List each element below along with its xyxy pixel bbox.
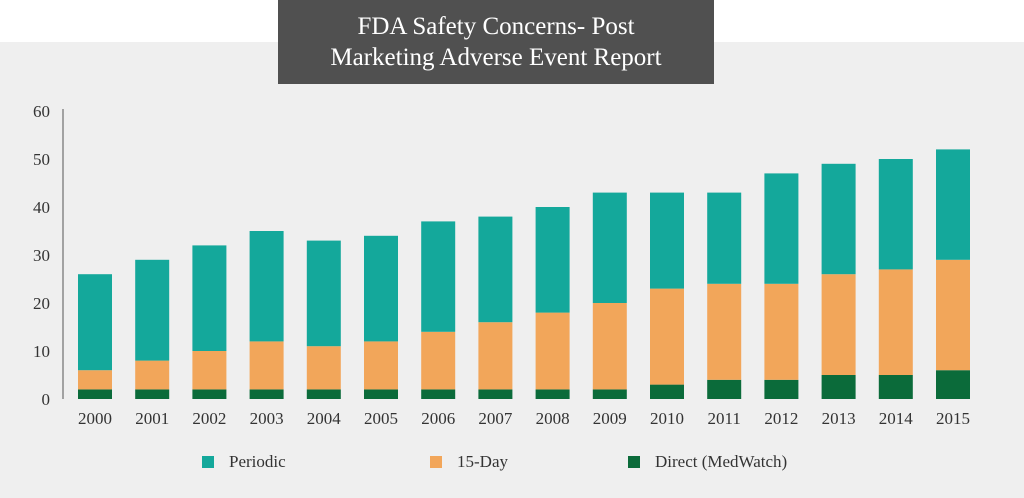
legend-label-periodic: Periodic	[229, 452, 286, 471]
bar-segment-direct-medwatch-2015	[936, 370, 970, 399]
bar-segment-15-day-2012	[764, 283, 799, 380]
bar-segment-periodic-2012	[764, 173, 799, 284]
bar-segment-periodic-2011	[707, 192, 742, 284]
bar-segment-periodic-2002	[192, 245, 227, 351]
bar-segment-15-day-2002	[192, 351, 227, 390]
x-tick-label: 2012	[764, 409, 798, 428]
bar-segment-direct-medwatch-2000	[78, 389, 112, 399]
bar-segment-direct-medwatch-2010	[650, 384, 684, 399]
bar-segment-direct-medwatch-2005	[364, 389, 398, 399]
bar-segment-15-day-2007	[478, 322, 513, 390]
bar-segment-15-day-2014	[878, 269, 913, 375]
legend-swatch-periodic	[202, 456, 214, 468]
bar-segment-direct-medwatch-2006	[421, 389, 456, 399]
bar-segment-15-day-2015	[936, 259, 970, 371]
bar-segment-direct-medwatch-2009	[592, 389, 627, 399]
legend-label-direct-medwatch: Direct (MedWatch)	[655, 452, 787, 471]
x-tick-label: 2006	[421, 409, 455, 428]
legend-swatch-direct-medwatch	[628, 456, 640, 468]
bar-segment-periodic-2000	[78, 274, 112, 371]
bar-segment-periodic-2001	[135, 259, 170, 361]
bar-segment-periodic-2013	[821, 163, 856, 275]
x-tick-label: 2005	[364, 409, 398, 428]
y-axis: 0 10 20 30 40 50 60	[33, 102, 64, 409]
bar-segment-periodic-2010	[650, 192, 684, 289]
bar-segment-direct-medwatch-2004	[306, 389, 341, 399]
bar-segment-direct-medwatch-2011	[707, 379, 742, 399]
bar-segment-15-day-2013	[821, 274, 856, 375]
x-axis-labels: 2000 2001 2002 2003 2004 2005 2006 2007 2008 2009…	[78, 409, 970, 428]
bar-segment-periodic-2005	[364, 235, 398, 342]
bar-segment-15-day-2003	[249, 341, 284, 390]
bar-segment-15-day-2004	[306, 346, 341, 390]
bar-segment-15-day-2009	[592, 303, 627, 390]
y-tick-label: 40	[33, 198, 50, 217]
x-tick-label: 2013	[822, 409, 856, 428]
bar-segment-periodic-2003	[249, 231, 284, 342]
bar-segment-direct-medwatch-2008	[535, 389, 570, 399]
bar-segment-direct-medwatch-2002	[192, 389, 227, 399]
x-tick-label: 2004	[307, 409, 342, 428]
y-tick-label: 60	[33, 102, 50, 121]
x-tick-label: 2010	[650, 409, 684, 428]
y-tick-label: 10	[33, 342, 50, 361]
bar-segment-direct-medwatch-2007	[478, 389, 513, 399]
bar-segment-direct-medwatch-2012	[764, 379, 799, 399]
x-tick-label: 2000	[78, 409, 112, 428]
bars	[78, 149, 970, 399]
x-tick-label: 2015	[936, 409, 970, 428]
y-tick-label: 0	[42, 390, 51, 409]
bar-segment-periodic-2006	[421, 221, 456, 332]
bar-segment-15-day-2008	[535, 312, 570, 390]
bar-segment-15-day-2006	[421, 331, 456, 390]
y-tick-label: 30	[33, 246, 50, 265]
bar-segment-periodic-2008	[535, 207, 570, 313]
chart-title: FDA Safety Concerns- Post Marketing Adve…	[278, 0, 714, 84]
legend-label-15-day: 15-Day	[457, 452, 508, 471]
x-tick-label: 2002	[192, 409, 226, 428]
bar-segment-15-day-2000	[78, 370, 112, 390]
y-tick-label: 50	[33, 150, 50, 169]
bar-segment-direct-medwatch-2014	[878, 375, 913, 399]
x-tick-label: 2007	[478, 409, 513, 428]
legend-swatch-15-day	[430, 456, 442, 468]
bar-segment-periodic-2015	[936, 149, 970, 260]
bar-segment-periodic-2004	[306, 240, 341, 347]
bar-segment-direct-medwatch-2013	[821, 375, 856, 399]
bar-segment-direct-medwatch-2003	[249, 389, 284, 399]
x-tick-label: 2011	[708, 409, 741, 428]
x-tick-label: 2009	[593, 409, 627, 428]
x-tick-label: 2001	[135, 409, 169, 428]
x-tick-label: 2014	[879, 409, 914, 428]
chart-title-line-1: FDA Safety Concerns- Post	[357, 13, 635, 40]
bar-segment-periodic-2007	[478, 216, 513, 323]
chart-title-line-2: Marketing Adverse Event Report	[330, 44, 662, 71]
x-tick-label: 2003	[250, 409, 284, 428]
legend: Periodic 15-Day Direct (MedWatch)	[202, 452, 787, 471]
bar-segment-periodic-2009	[592, 192, 627, 303]
x-tick-label: 2008	[536, 409, 570, 428]
bar-segment-15-day-2010	[650, 288, 684, 385]
bar-segment-15-day-2001	[135, 360, 170, 390]
bar-segment-direct-medwatch-2001	[135, 389, 170, 399]
y-tick-label: 20	[33, 294, 50, 313]
bar-segment-15-day-2011	[707, 283, 742, 380]
bar-segment-periodic-2014	[878, 159, 913, 270]
bar-segment-15-day-2005	[364, 341, 398, 390]
